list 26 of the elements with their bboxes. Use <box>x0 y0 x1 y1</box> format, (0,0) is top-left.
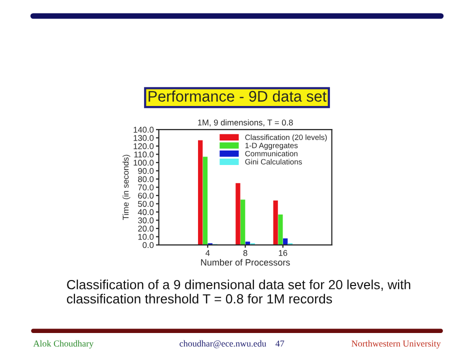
y-axis-title: Time (in seconds) <box>122 154 130 220</box>
y-tick-label: 80.0 <box>138 176 154 182</box>
y-tick-label: 40.0 <box>138 209 154 216</box>
y-tick-label: 70.0 <box>138 184 154 190</box>
y-tick-label: 30.0 <box>138 217 154 224</box>
y-tick-label: 60.0 <box>138 192 154 199</box>
chart-subtitle: 1M, 9 dimensions, T = 0.8 <box>198 119 293 126</box>
chart-title: Performance - 9D data set <box>148 90 326 102</box>
text: Northwestern University <box>352 340 441 348</box>
y-tick-label: 20.0 <box>138 226 154 232</box>
x-axis-title: Number of Processors <box>201 258 290 266</box>
x-tick-label: 8 <box>243 250 248 256</box>
text: Alok Choudhary <box>33 340 94 348</box>
y-tick-label: 130.0 <box>134 135 154 141</box>
y-tick-label: 120.0 <box>134 143 154 150</box>
x-tick-label: 16 <box>278 250 288 256</box>
y-tick-label: 110.0 <box>134 152 154 158</box>
y-tick-label: 10.0 <box>138 234 154 240</box>
y-tick-label: 140.0 <box>134 126 154 133</box>
y-tick-label: 50.0 <box>138 200 154 207</box>
y-tick-label: 0.0 <box>142 242 154 248</box>
y-tick-label: 90.0 <box>138 168 154 174</box>
x-tick-label: 4 <box>206 250 210 256</box>
text: choudhar@ece.nwu.edu 47 <box>180 340 284 348</box>
text: Classification of a 9 dimensional data set for 20 levels, with classification threshold T = 0.8 for 1M records <box>66 280 410 304</box>
y-tick-label: 100.0 <box>134 160 154 166</box>
